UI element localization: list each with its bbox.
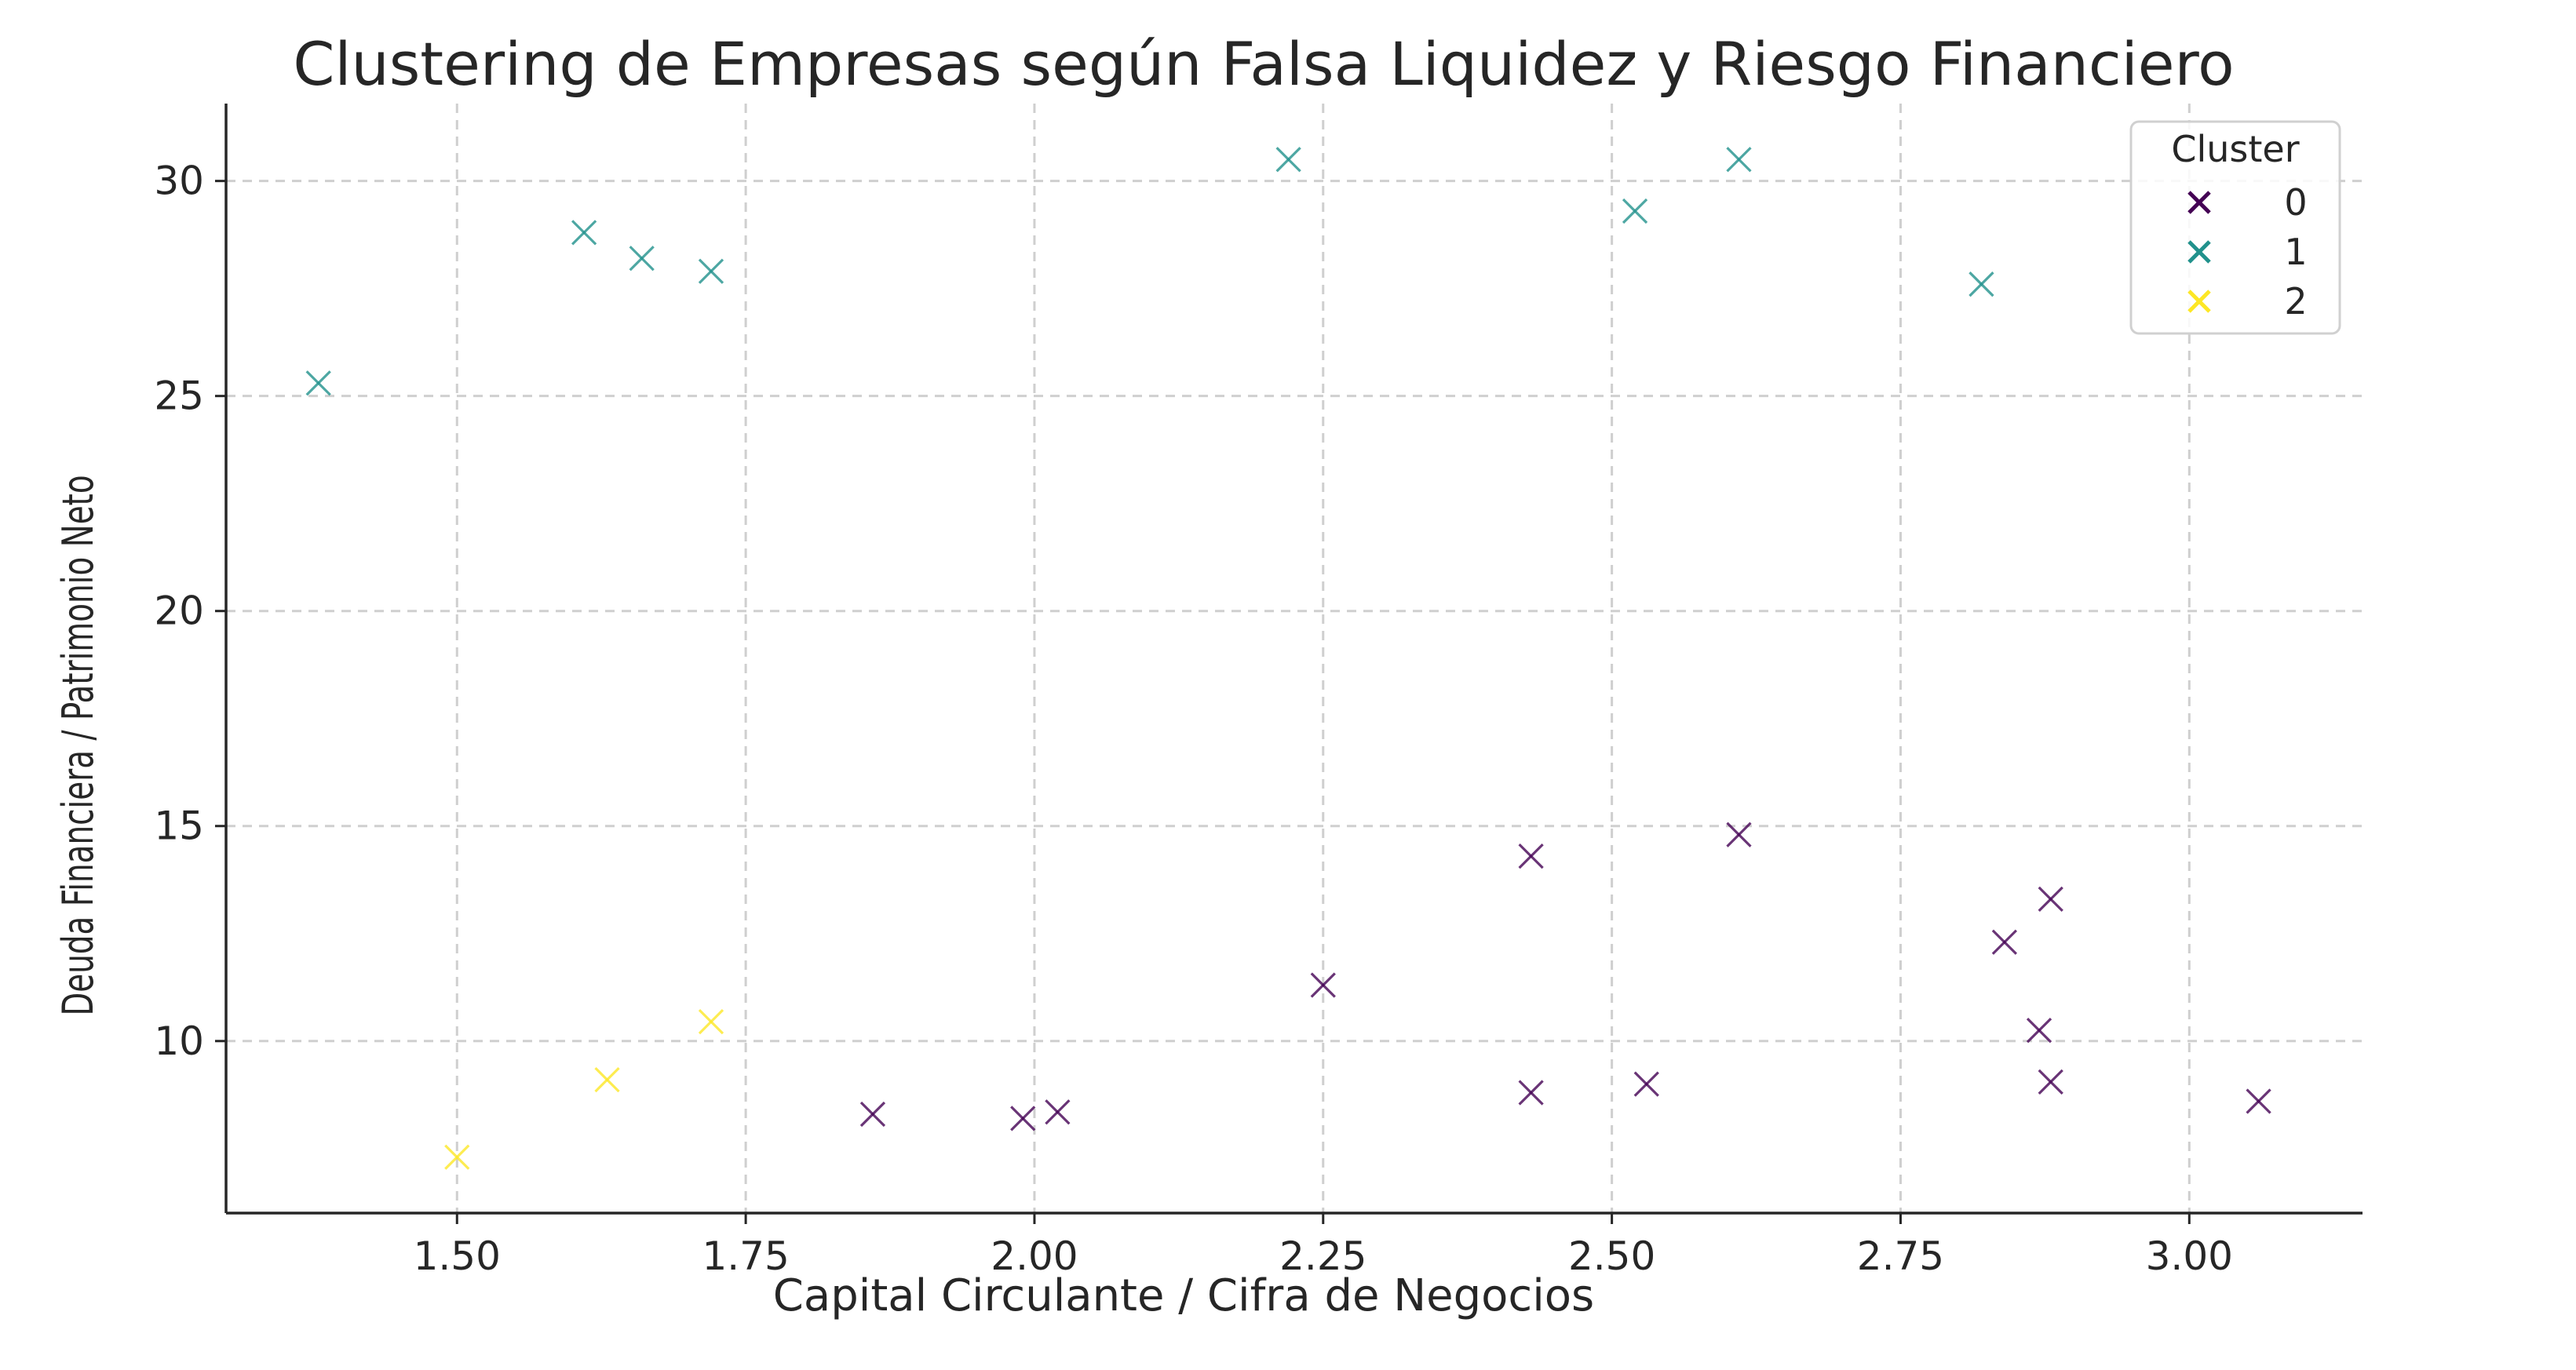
data-point — [1726, 147, 1752, 173]
x-tick-label: 1.50 — [414, 1233, 501, 1279]
chart-title: Clustering de Empresas según Falsa Liqui… — [293, 29, 2234, 99]
x-tick-label: 2.00 — [991, 1233, 1078, 1279]
data-point — [1622, 198, 1648, 224]
y-tick-label: 25 — [154, 373, 204, 419]
data-points — [305, 147, 2271, 1170]
series-0 — [859, 822, 2271, 1131]
x-axis-ticks: 1.50 1.75 2.00 2.25 2.50 2.75 3.00 — [414, 1213, 2233, 1279]
legend-title: Cluster — [2171, 128, 2299, 170]
data-point — [1310, 972, 1336, 998]
x-tick-label: 2.25 — [1279, 1233, 1366, 1279]
data-point — [1045, 1099, 1071, 1125]
x-tick-label: 2.50 — [1568, 1233, 1655, 1279]
data-point — [859, 1101, 886, 1128]
legend-marker — [2187, 240, 2211, 264]
x-tick-label: 3.00 — [2146, 1233, 2233, 1279]
legend-label: 2 — [2284, 280, 2307, 322]
y-axis-ticks: 10 15 20 25 30 — [154, 158, 226, 1064]
data-point — [1726, 822, 1752, 847]
data-point — [305, 370, 331, 396]
data-point — [1518, 843, 1544, 869]
data-point — [594, 1066, 620, 1093]
x-tick-label: 1.75 — [702, 1233, 789, 1279]
data-point — [629, 246, 655, 271]
y-tick-label: 20 — [154, 588, 204, 634]
x-tick-label: 2.75 — [1857, 1233, 1944, 1279]
legend-frame — [2129, 120, 2341, 335]
y-tick-label: 15 — [154, 803, 204, 849]
y-tick-label: 10 — [154, 1018, 204, 1064]
legend-entry-1: 1 — [2187, 231, 2308, 273]
x-axis-label: Capital Circulante / Cifra de Negocios — [773, 1270, 1594, 1321]
series-1 — [305, 147, 1994, 396]
data-point — [2246, 1088, 2271, 1114]
y-axis-label: Deuda Financiera / Patrimonio Neto — [54, 475, 104, 1015]
data-point — [698, 258, 724, 284]
data-point — [571, 220, 597, 246]
legend-label: 0 — [2284, 181, 2307, 224]
data-point — [2026, 1017, 2052, 1044]
legend-label: 1 — [2284, 231, 2307, 273]
legend-marker — [2187, 191, 2211, 214]
data-point — [1518, 1080, 1544, 1106]
data-point — [444, 1144, 470, 1170]
axes — [224, 104, 2363, 1215]
series-2 — [444, 1008, 724, 1170]
grid — [226, 104, 2363, 1213]
data-point — [1275, 147, 1301, 173]
data-point — [2038, 886, 2063, 913]
data-point — [1968, 271, 1994, 297]
legend-entry-0: 0 — [2187, 181, 2308, 224]
data-point — [1991, 929, 2018, 955]
legend-entries: 0 1 2 — [2187, 181, 2308, 322]
data-point — [1010, 1106, 1036, 1131]
data-point — [698, 1008, 724, 1035]
legend-entry-2: 2 — [2187, 280, 2308, 322]
legend: Cluster 0 1 2 — [2129, 120, 2341, 335]
legend-marker — [2187, 290, 2211, 313]
y-tick-label: 30 — [154, 158, 204, 204]
data-point — [2038, 1069, 2063, 1095]
data-point — [1633, 1071, 1659, 1097]
